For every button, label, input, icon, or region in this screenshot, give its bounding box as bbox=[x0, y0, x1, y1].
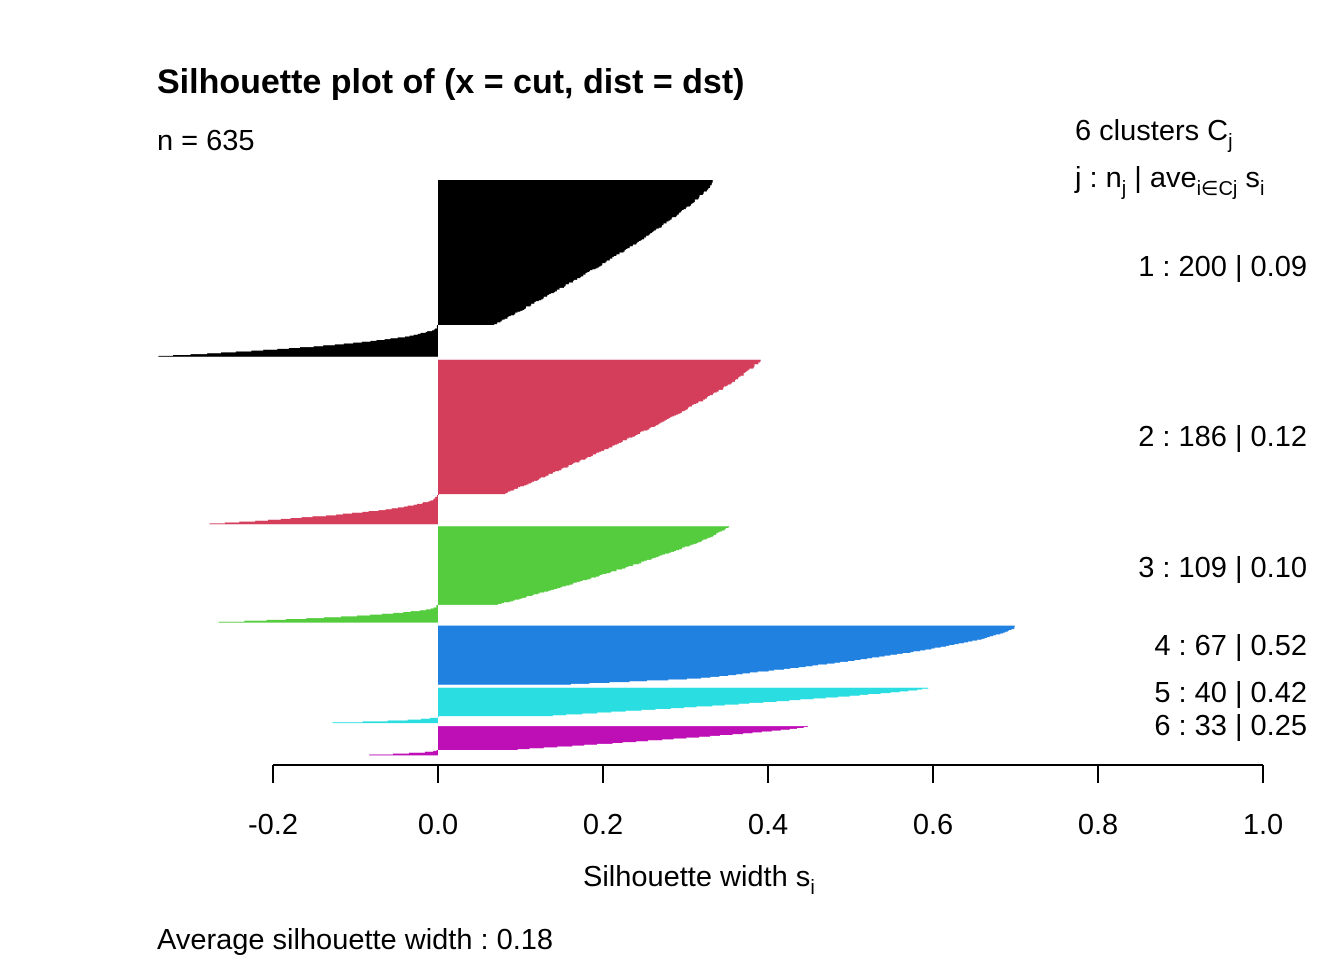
cluster-2-silhouette-bars bbox=[209, 359, 761, 525]
cluster-6-silhouette-bars bbox=[369, 726, 808, 756]
cluster-5-silhouette-bars bbox=[332, 687, 929, 724]
silhouette-bars bbox=[158, 180, 1015, 756]
cluster-1-silhouette-bars bbox=[158, 180, 713, 357]
cluster-3-silhouette-bars bbox=[218, 526, 730, 623]
x-tick-label: 0.8 bbox=[1078, 809, 1118, 841]
cluster-1-label: 1 : 200 | 0.09 bbox=[1138, 251, 1307, 283]
chart-title: Silhouette plot of (x = cut, dist = dst) bbox=[157, 63, 744, 101]
x-tick-label: -0.2 bbox=[248, 809, 298, 841]
x-axis-label: Silhouette width si bbox=[583, 861, 815, 899]
legend-header-columns: j : nj | avei∈Cj si bbox=[1074, 162, 1264, 200]
cluster-4-silhouette-bars bbox=[438, 625, 1015, 685]
average-width-footer: Average silhouette width : 0.18 bbox=[157, 924, 553, 956]
cluster-4-label: 4 : 67 | 0.52 bbox=[1154, 630, 1307, 662]
cluster-labels: 1 : 200 | 0.09 2 : 186 | 0.12 3 : 109 | 0.… bbox=[1138, 251, 1307, 742]
cluster-2-label: 2 : 186 | 0.12 bbox=[1138, 421, 1307, 453]
x-tick-label: 0.2 bbox=[583, 809, 623, 841]
cluster-5-label: 5 : 40 | 0.42 bbox=[1154, 677, 1307, 709]
cluster-6-label: 6 : 33 | 0.25 bbox=[1154, 710, 1307, 742]
x-tick-label: 1.0 bbox=[1243, 809, 1283, 841]
x-tick-label: 0.0 bbox=[418, 809, 458, 841]
x-axis: -0.2 0.0 0.2 0.4 0.6 0.8 1.0 bbox=[248, 764, 1283, 841]
cluster-3-label: 3 : 109 | 0.10 bbox=[1138, 552, 1307, 584]
x-tick-label: 0.6 bbox=[913, 809, 953, 841]
n-label: n = 635 bbox=[157, 125, 255, 157]
x-tick-label: 0.4 bbox=[748, 809, 788, 841]
legend-header-clusters: 6 clusters Cj bbox=[1075, 115, 1233, 153]
